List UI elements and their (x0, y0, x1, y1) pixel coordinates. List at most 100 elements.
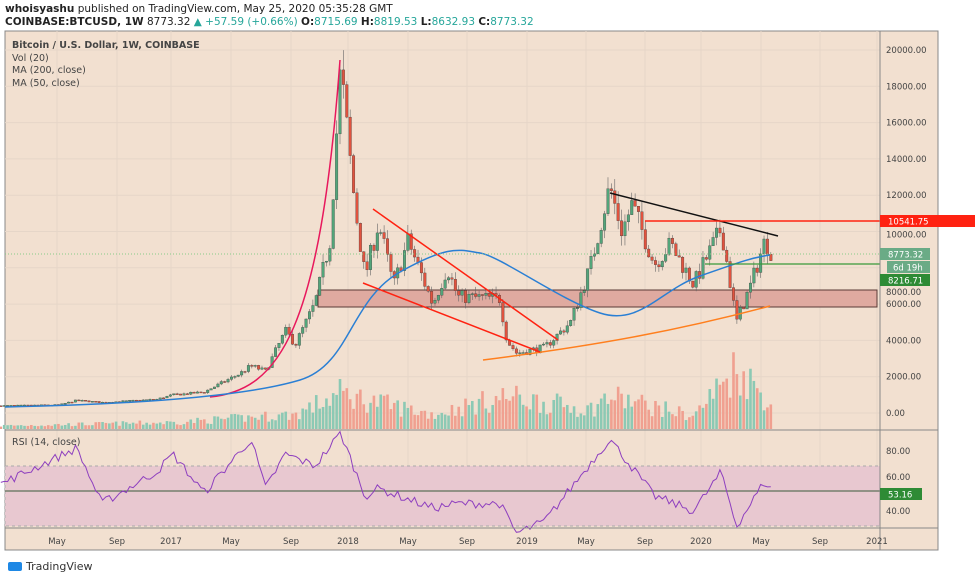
volume-bar (630, 406, 634, 429)
volume-bar (552, 399, 556, 429)
candle (162, 397, 166, 400)
candle (348, 116, 352, 156)
candle (592, 253, 596, 257)
volume-bar (457, 406, 461, 429)
candle (179, 393, 183, 396)
volume-bar (603, 393, 606, 429)
volume-bar (192, 423, 196, 429)
candle (318, 276, 322, 296)
price-tick-label: 18000.00 (886, 82, 927, 92)
candle (182, 393, 186, 396)
price-tick-label: 14000.00 (886, 155, 927, 165)
rsi-tick-label: 60.00 (886, 473, 910, 483)
volume-bar (549, 412, 552, 429)
lower-trendline[interactable] (362, 282, 541, 353)
candle (559, 330, 562, 335)
candle (694, 271, 698, 288)
volume-bar (13, 425, 16, 429)
candle (450, 277, 454, 280)
candle (280, 334, 284, 344)
volume-bar (426, 418, 430, 429)
candle (576, 307, 579, 309)
candle (643, 229, 647, 250)
volume-bar (40, 425, 43, 429)
volume-bar (433, 418, 437, 429)
candle (494, 293, 498, 296)
legend-rsi[interactable]: RSI (14, close) (12, 437, 81, 448)
volume-bar (420, 410, 423, 429)
volume-bar (291, 413, 294, 429)
candle (67, 401, 71, 404)
volume-bar (331, 393, 335, 429)
countdown-text: 6d 19h (893, 264, 923, 274)
rsi-tick-label: 80.00 (886, 447, 910, 457)
candle (698, 271, 702, 279)
candle (654, 260, 657, 265)
volume-bar (379, 394, 383, 429)
rsi-value-label (880, 488, 922, 500)
candle (728, 261, 732, 288)
volume-bar (437, 414, 440, 429)
candle (647, 248, 651, 258)
volume-bar (182, 424, 186, 429)
low-label: L: (420, 16, 432, 28)
time-tick-label: May (222, 537, 240, 547)
candle (433, 300, 437, 304)
time-tick-label: Sep (637, 537, 653, 547)
candle (308, 311, 311, 320)
volume-bar (542, 401, 545, 429)
volume-bar (362, 404, 366, 429)
candle (514, 348, 518, 354)
volume-bar (240, 415, 243, 429)
candle (657, 264, 661, 268)
candle (430, 291, 434, 304)
author: whoisyashu (5, 3, 75, 15)
candle (365, 261, 369, 270)
candle (250, 365, 254, 367)
volume-bar (308, 402, 311, 429)
volume-bar (270, 419, 274, 429)
upper-trendline[interactable] (372, 208, 559, 341)
volume-bar (60, 425, 64, 429)
candle (97, 401, 101, 403)
candle (403, 250, 406, 271)
volume-bar (684, 420, 688, 429)
candle (375, 232, 379, 251)
volume-bar (80, 422, 84, 429)
descending-trendline[interactable] (609, 192, 779, 237)
legend-volume[interactable]: Vol (20) (12, 52, 49, 64)
volume-bar (742, 371, 745, 429)
volume-bar (762, 410, 766, 429)
candle (670, 237, 674, 244)
volume-bar (345, 388, 349, 429)
candle (457, 290, 461, 296)
volume-bar (593, 416, 596, 429)
volume-bar (128, 423, 131, 429)
volume-bar (515, 385, 518, 429)
legend-ma50[interactable]: MA (50, close) (12, 77, 80, 89)
price-tick-label: 10000.00 (886, 231, 927, 241)
symbol: COINBASE:BTCUSD, 1W (5, 16, 144, 28)
volume-bar (250, 416, 254, 429)
candle (226, 379, 230, 383)
candle (623, 221, 627, 237)
volume-bar (6, 425, 9, 429)
tradingview-logo[interactable]: TradingView (8, 560, 92, 573)
candle (294, 344, 298, 346)
volume-bar (738, 395, 742, 429)
candle (168, 394, 172, 397)
candle (637, 206, 640, 212)
candle (701, 257, 705, 279)
volume-bar (382, 395, 386, 429)
volume-bar (576, 416, 579, 429)
ma200-line (482, 305, 771, 361)
candle (341, 69, 345, 85)
legend-ma200[interactable]: MA (200, close) (12, 65, 86, 76)
volume-bar (175, 424, 179, 429)
volume-bar (698, 405, 701, 429)
volume-bar (481, 391, 484, 429)
volume-bar (569, 412, 572, 429)
volume-bar (484, 408, 488, 429)
candle (240, 371, 244, 376)
